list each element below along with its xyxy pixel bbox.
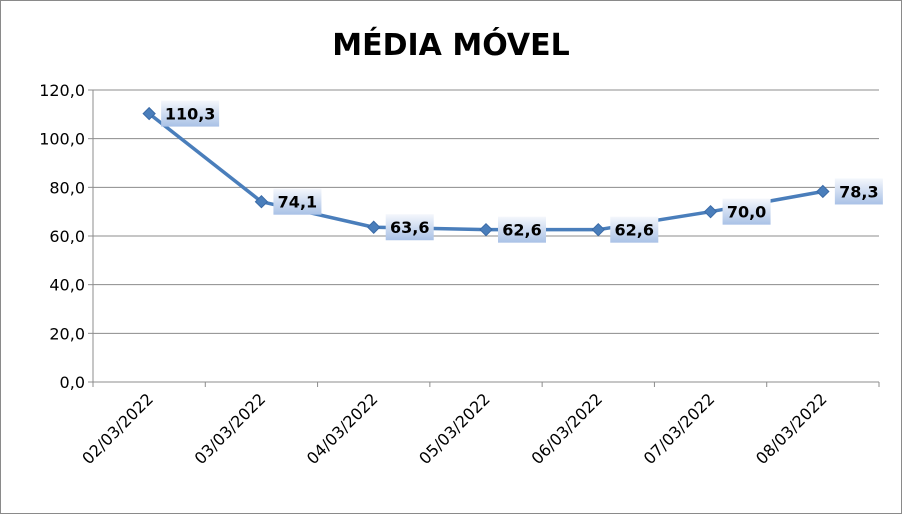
data-label-box [722,198,771,225]
x-axis-tick-labels: 02/03/2022 03/03/2022 04/03/2022 05/03/2022… [78,389,830,468]
series-markers [142,106,830,237]
data-label-box [385,214,434,241]
y-tick-label: 60,0 [49,227,85,246]
y-tick-label: 80,0 [49,178,85,197]
data-point [591,222,605,237]
x-tick-label: 07/03/2022 [640,389,719,468]
data-label-box [834,178,883,205]
data-labels: 110,3 74,1 63,6 62,6 62,6 70,0 78,3 [161,100,883,243]
y-tick-label: 20,0 [49,324,85,343]
data-label: 110,3 [165,105,216,124]
data-point [254,194,269,209]
series-line [148,112,824,232]
data-label-box [610,216,659,243]
y-tick-label: 40,0 [49,276,85,295]
x-tick-label: 02/03/2022 [78,389,157,468]
y-tick-label: 120,0 [39,81,85,100]
data-point [479,222,493,237]
data-label-box [273,188,322,215]
data-point [703,204,718,219]
data-label: 62,6 [502,221,541,240]
data-label: 62,6 [615,221,654,240]
data-point [816,184,830,199]
x-tick-label: 03/03/2022 [191,389,270,468]
x-tick-label: 06/03/2022 [527,389,606,468]
data-label-box [498,216,546,243]
chart-title: MÉDIA MÓVEL [332,26,569,63]
series-line-path [148,112,824,232]
data-label: 78,3 [839,182,878,201]
x-tick-label: 04/03/2022 [303,389,382,468]
data-label-box [161,100,220,127]
data-point [142,106,156,121]
y-tick-label: 100,0 [39,130,85,149]
y-axis-tick-labels: 0,0 20,0 40,0 60,0 80,0 100,0 120,0 [39,81,85,392]
x-tick-label: 05/03/2022 [415,389,494,468]
axes [88,89,880,387]
data-label: 74,1 [278,193,317,212]
x-tick-label: 08/03/2022 [752,389,831,468]
data-label: 63,6 [390,218,429,237]
data-label: 70,0 [727,203,766,222]
y-tick-label: 0,0 [60,373,85,392]
data-point [367,220,381,234]
